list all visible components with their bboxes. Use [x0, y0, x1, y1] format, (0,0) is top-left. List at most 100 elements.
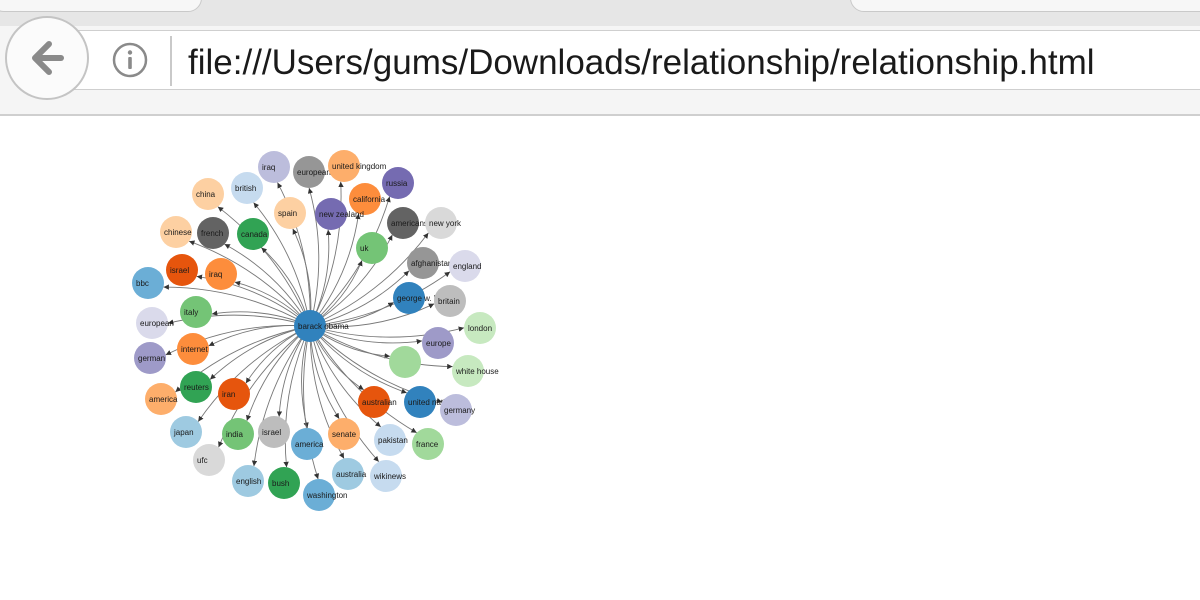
graph-node[interactable]: australia	[332, 458, 367, 490]
graph-node[interactable]	[389, 346, 421, 378]
graph-node[interactable]: pakistan	[374, 424, 408, 456]
graph-node[interactable]: london	[464, 312, 496, 344]
graph-node[interactable]: india	[222, 418, 254, 450]
graph-node[interactable]: george w. bush	[393, 282, 451, 314]
node-circle[interactable]	[464, 312, 496, 344]
node-circle[interactable]	[434, 285, 466, 317]
node-circle[interactable]	[393, 282, 425, 314]
node-circle[interactable]	[197, 217, 229, 249]
node-circle[interactable]	[218, 378, 250, 410]
node-circle[interactable]	[237, 218, 269, 250]
address-text[interactable]: file:///Users/gums/Downloads/relationshi…	[188, 43, 1095, 82]
node-circle[interactable]	[205, 258, 237, 290]
graph-node[interactable]: senate	[328, 418, 360, 450]
node-circle[interactable]	[136, 307, 168, 339]
node-circle[interactable]	[258, 416, 290, 448]
graph-node[interactable]: england	[449, 250, 481, 282]
node-circle[interactable]	[422, 327, 454, 359]
graph-node[interactable]: france	[412, 428, 444, 460]
node-circle[interactable]	[452, 355, 484, 387]
graph-node[interactable]: united nations	[404, 386, 458, 418]
address-bar[interactable]	[60, 30, 1200, 90]
graph-node[interactable]: israel	[166, 254, 198, 286]
node-circle[interactable]	[291, 428, 323, 460]
graph-node[interactable]: americans	[387, 207, 428, 239]
graph-center-node[interactable]: barack obama	[294, 310, 349, 342]
node-circle[interactable]	[166, 254, 198, 286]
node-circle[interactable]	[328, 150, 360, 182]
node-circle[interactable]	[404, 386, 436, 418]
browser-tab[interactable]	[0, 0, 202, 12]
graph-node[interactable]: canada	[237, 218, 269, 250]
graph-node[interactable]: america	[291, 428, 324, 460]
graph-node[interactable]: european	[136, 307, 174, 339]
back-button[interactable]	[5, 16, 89, 100]
node-circle[interactable]	[349, 183, 381, 215]
node-circle[interactable]	[332, 458, 364, 490]
node-circle[interactable]	[412, 428, 444, 460]
graph-node[interactable]: russia	[382, 167, 414, 199]
node-circle[interactable]	[192, 178, 224, 210]
node-circle[interactable]	[293, 156, 325, 188]
graph-node[interactable]: chinese	[160, 216, 192, 248]
node-circle[interactable]	[303, 479, 335, 511]
node-circle[interactable]	[231, 172, 263, 204]
node-circle[interactable]	[328, 418, 360, 450]
graph-node[interactable]: iraq	[205, 258, 237, 290]
node-circle[interactable]	[425, 207, 457, 239]
graph-node[interactable]: australian	[358, 386, 397, 418]
graph-node[interactable]: israel	[258, 416, 290, 448]
graph-node[interactable]: european union	[293, 156, 353, 188]
node-circle[interactable]	[274, 197, 306, 229]
node-circle[interactable]	[315, 198, 347, 230]
node-circle[interactable]	[387, 207, 419, 239]
node-circle[interactable]	[294, 310, 326, 342]
graph-node[interactable]: europe	[422, 327, 454, 359]
node-circle[interactable]	[180, 296, 212, 328]
graph-node[interactable]: new zealand	[315, 198, 364, 230]
new-tab-area[interactable]	[850, 0, 1200, 12]
graph-node[interactable]: white house	[452, 355, 499, 387]
node-circle[interactable]	[449, 250, 481, 282]
graph-node[interactable]: germany	[440, 394, 475, 426]
node-circle[interactable]	[180, 371, 212, 403]
node-circle[interactable]	[268, 467, 300, 499]
node-circle[interactable]	[193, 444, 225, 476]
graph-node[interactable]: internet	[177, 333, 209, 365]
node-circle[interactable]	[370, 460, 402, 492]
graph-node[interactable]: new york	[425, 207, 462, 239]
node-circle[interactable]	[222, 418, 254, 450]
graph-node[interactable]: bbc	[132, 267, 164, 299]
node-circle[interactable]	[170, 416, 202, 448]
node-circle[interactable]	[389, 346, 421, 378]
graph-node[interactable]: america	[145, 383, 178, 415]
node-circle[interactable]	[358, 386, 390, 418]
graph-node[interactable]: english	[232, 465, 264, 497]
graph-node[interactable]: french	[197, 217, 229, 249]
graph-node[interactable]: japan	[170, 416, 202, 448]
graph-node[interactable]: reuters	[180, 371, 212, 403]
node-circle[interactable]	[356, 232, 388, 264]
graph-node[interactable]: china	[192, 178, 224, 210]
node-circle[interactable]	[145, 383, 177, 415]
node-circle[interactable]	[177, 333, 209, 365]
node-circle[interactable]	[232, 465, 264, 497]
node-circle[interactable]	[374, 424, 406, 456]
node-circle[interactable]	[160, 216, 192, 248]
graph-node[interactable]: britain	[434, 285, 466, 317]
graph-node[interactable]: afghanistan	[407, 247, 452, 279]
node-circle[interactable]	[382, 167, 414, 199]
graph-node[interactable]: bush	[268, 467, 300, 499]
graph-node[interactable]: united kingdom	[328, 150, 387, 182]
graph-node[interactable]: british	[231, 172, 263, 204]
graph-node[interactable]: iraq	[258, 151, 290, 183]
node-circle[interactable]	[440, 394, 472, 426]
info-icon[interactable]	[110, 40, 150, 80]
node-circle[interactable]	[134, 342, 166, 374]
node-circle[interactable]	[132, 267, 164, 299]
graph-node[interactable]: german	[134, 342, 166, 374]
node-circle[interactable]	[407, 247, 439, 279]
graph-node[interactable]: iran	[218, 378, 250, 410]
graph-node[interactable]: washington	[303, 479, 347, 511]
graph-node[interactable]: italy	[180, 296, 212, 328]
